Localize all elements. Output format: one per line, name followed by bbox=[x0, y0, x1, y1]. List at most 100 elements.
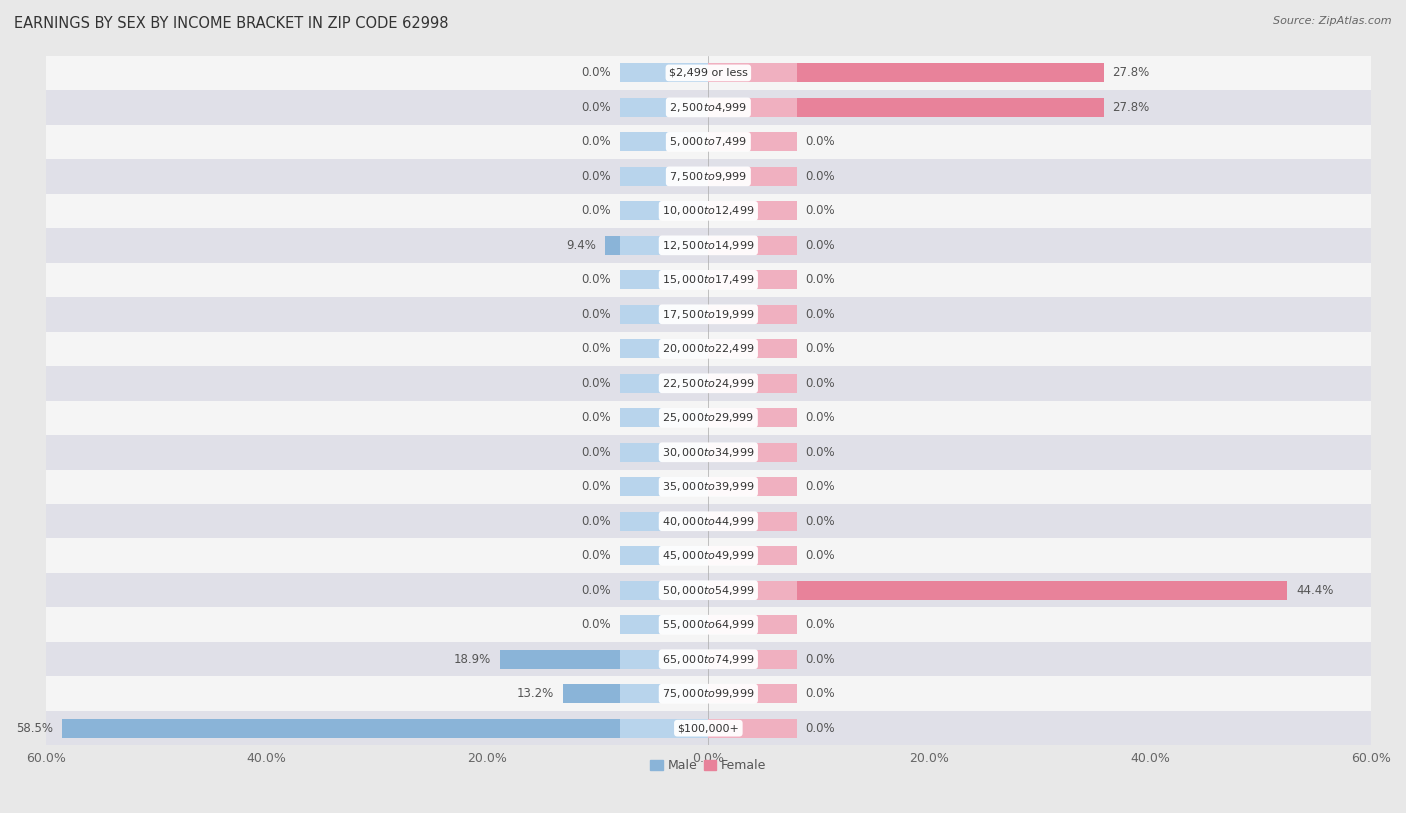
Text: 0.0%: 0.0% bbox=[582, 618, 612, 631]
Text: $15,000 to $17,499: $15,000 to $17,499 bbox=[662, 273, 755, 286]
Text: $25,000 to $29,999: $25,000 to $29,999 bbox=[662, 411, 755, 424]
Bar bbox=[620, 374, 709, 393]
Bar bbox=[45, 711, 1371, 746]
Bar bbox=[45, 263, 1371, 297]
Bar bbox=[45, 470, 1371, 504]
Bar bbox=[620, 546, 709, 565]
Text: 0.0%: 0.0% bbox=[806, 446, 835, 459]
Bar bbox=[620, 339, 709, 359]
Text: 0.0%: 0.0% bbox=[806, 204, 835, 217]
Text: $20,000 to $22,499: $20,000 to $22,499 bbox=[662, 342, 755, 355]
Text: 27.8%: 27.8% bbox=[1112, 101, 1150, 114]
Text: 0.0%: 0.0% bbox=[582, 170, 612, 183]
Bar bbox=[45, 55, 1371, 90]
Bar bbox=[620, 167, 709, 186]
Bar bbox=[709, 580, 797, 600]
Bar bbox=[620, 63, 709, 82]
Legend: Male, Female: Male, Female bbox=[645, 754, 772, 777]
Bar bbox=[709, 98, 797, 117]
Bar bbox=[620, 719, 709, 737]
Text: 0.0%: 0.0% bbox=[582, 411, 612, 424]
Text: $10,000 to $12,499: $10,000 to $12,499 bbox=[662, 204, 755, 217]
Bar bbox=[620, 615, 709, 634]
Text: 0.0%: 0.0% bbox=[582, 308, 612, 321]
Bar bbox=[620, 98, 709, 117]
Text: 0.0%: 0.0% bbox=[806, 515, 835, 528]
Text: 0.0%: 0.0% bbox=[806, 653, 835, 666]
Text: Source: ZipAtlas.com: Source: ZipAtlas.com bbox=[1274, 16, 1392, 26]
Bar bbox=[709, 685, 797, 703]
Text: 9.4%: 9.4% bbox=[565, 239, 596, 252]
Text: 0.0%: 0.0% bbox=[582, 376, 612, 389]
Bar bbox=[709, 546, 797, 565]
Bar bbox=[45, 573, 1371, 607]
Bar bbox=[499, 650, 709, 668]
Bar bbox=[45, 90, 1371, 124]
Text: 0.0%: 0.0% bbox=[582, 480, 612, 493]
Bar bbox=[620, 580, 709, 600]
Bar bbox=[45, 538, 1371, 573]
Bar bbox=[709, 615, 797, 634]
Bar bbox=[620, 685, 709, 703]
Text: $2,500 to $4,999: $2,500 to $4,999 bbox=[669, 101, 748, 114]
Text: 0.0%: 0.0% bbox=[806, 376, 835, 389]
Bar bbox=[797, 63, 1104, 82]
Text: 0.0%: 0.0% bbox=[582, 342, 612, 355]
Text: 0.0%: 0.0% bbox=[806, 550, 835, 563]
Bar bbox=[709, 271, 797, 289]
Bar bbox=[620, 650, 709, 668]
Text: 0.0%: 0.0% bbox=[806, 342, 835, 355]
Text: 0.0%: 0.0% bbox=[806, 722, 835, 735]
Bar bbox=[45, 297, 1371, 332]
Text: 0.0%: 0.0% bbox=[806, 239, 835, 252]
Bar bbox=[45, 159, 1371, 193]
Bar bbox=[45, 401, 1371, 435]
Text: $40,000 to $44,999: $40,000 to $44,999 bbox=[662, 515, 755, 528]
Text: 27.8%: 27.8% bbox=[1112, 67, 1150, 80]
Bar bbox=[709, 167, 797, 186]
Text: 0.0%: 0.0% bbox=[806, 308, 835, 321]
Bar bbox=[45, 228, 1371, 263]
Bar bbox=[620, 133, 709, 151]
Bar bbox=[45, 366, 1371, 401]
Bar bbox=[797, 98, 1104, 117]
Bar bbox=[709, 408, 797, 428]
Text: 0.0%: 0.0% bbox=[806, 411, 835, 424]
Text: 0.0%: 0.0% bbox=[582, 136, 612, 148]
Text: 0.0%: 0.0% bbox=[582, 101, 612, 114]
Text: 0.0%: 0.0% bbox=[806, 687, 835, 700]
Text: 18.9%: 18.9% bbox=[454, 653, 491, 666]
Bar bbox=[709, 374, 797, 393]
Text: 0.0%: 0.0% bbox=[806, 618, 835, 631]
Bar bbox=[797, 580, 1286, 600]
Text: 0.0%: 0.0% bbox=[806, 480, 835, 493]
Bar bbox=[620, 511, 709, 531]
Bar bbox=[62, 719, 709, 737]
Text: $7,500 to $9,999: $7,500 to $9,999 bbox=[669, 170, 748, 183]
Text: $30,000 to $34,999: $30,000 to $34,999 bbox=[662, 446, 755, 459]
Text: 0.0%: 0.0% bbox=[806, 170, 835, 183]
Text: 0.0%: 0.0% bbox=[582, 273, 612, 286]
Text: EARNINGS BY SEX BY INCOME BRACKET IN ZIP CODE 62998: EARNINGS BY SEX BY INCOME BRACKET IN ZIP… bbox=[14, 16, 449, 31]
Text: 0.0%: 0.0% bbox=[582, 550, 612, 563]
Bar bbox=[45, 124, 1371, 159]
Bar bbox=[45, 435, 1371, 470]
Bar bbox=[45, 607, 1371, 642]
Bar bbox=[709, 339, 797, 359]
Bar bbox=[709, 650, 797, 668]
Text: $17,500 to $19,999: $17,500 to $19,999 bbox=[662, 308, 755, 321]
Text: 0.0%: 0.0% bbox=[582, 584, 612, 597]
Bar bbox=[45, 676, 1371, 711]
Text: 0.0%: 0.0% bbox=[582, 515, 612, 528]
Text: 0.0%: 0.0% bbox=[582, 446, 612, 459]
Bar bbox=[709, 511, 797, 531]
Bar bbox=[709, 477, 797, 496]
Bar bbox=[562, 685, 709, 703]
Text: $22,500 to $24,999: $22,500 to $24,999 bbox=[662, 376, 755, 389]
Bar bbox=[45, 193, 1371, 228]
Bar bbox=[620, 477, 709, 496]
Bar bbox=[620, 271, 709, 289]
Bar bbox=[709, 133, 797, 151]
Bar bbox=[709, 63, 797, 82]
Text: 0.0%: 0.0% bbox=[582, 67, 612, 80]
